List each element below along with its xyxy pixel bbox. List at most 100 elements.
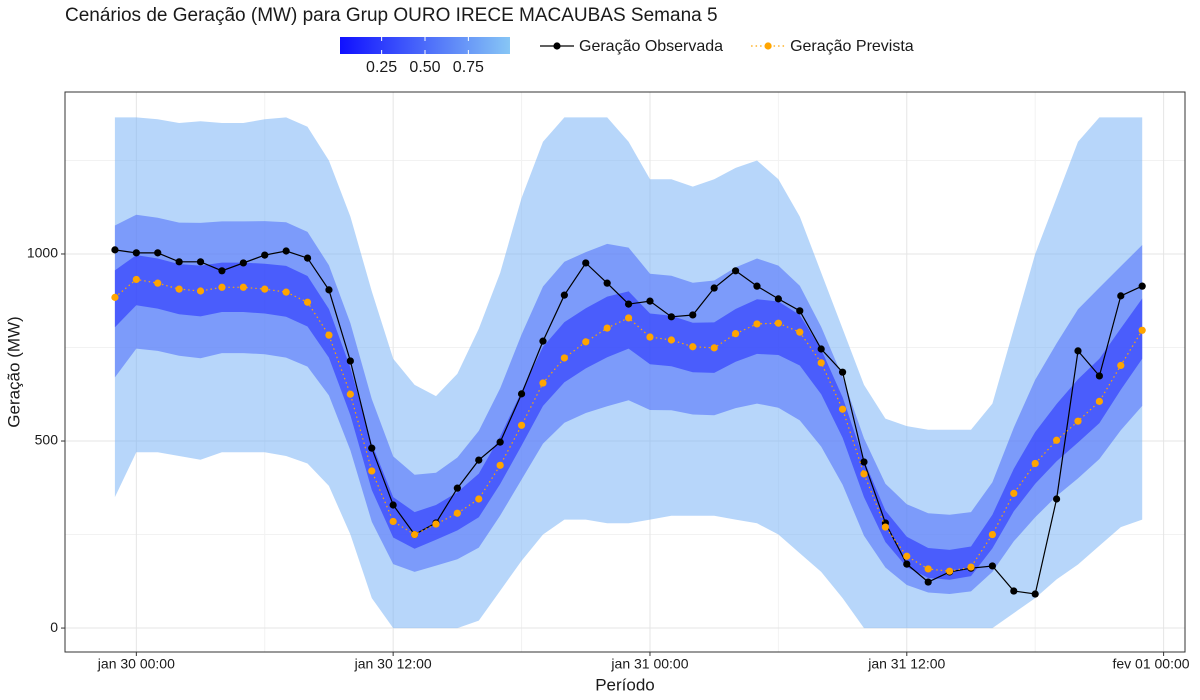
x-tick-label: fev 01 00:00	[1112, 656, 1189, 672]
data-point	[517, 421, 526, 429]
data-point	[582, 259, 590, 267]
data-point	[796, 328, 804, 336]
x-axis-label: Período	[595, 675, 655, 694]
legend-marker	[764, 42, 772, 50]
data-point	[753, 282, 761, 290]
data-point	[111, 293, 119, 301]
data-point	[303, 298, 312, 306]
data-point	[453, 509, 461, 517]
data-point	[475, 495, 483, 503]
data-point	[860, 458, 868, 466]
data-point	[582, 338, 590, 346]
data-point	[924, 565, 932, 573]
data-point	[239, 283, 247, 291]
legend-label: Geração Prevista	[790, 38, 914, 55]
data-point	[838, 368, 847, 376]
x-tick-label: jan 30 12:00	[354, 656, 432, 672]
data-point	[689, 343, 697, 351]
data-point	[539, 379, 547, 387]
data-point	[1031, 459, 1039, 468]
data-point	[710, 344, 718, 352]
colorbar-label: 0.75	[453, 59, 484, 76]
data-point	[282, 247, 290, 255]
data-point	[817, 345, 825, 353]
data-point	[196, 258, 205, 266]
data-point	[903, 560, 911, 568]
colorbar-label: 0.25	[366, 59, 397, 76]
data-point	[624, 300, 633, 308]
data-point	[710, 284, 718, 292]
data-point	[432, 520, 440, 528]
data-point	[624, 314, 633, 322]
data-point	[667, 313, 675, 321]
data-point	[753, 320, 761, 328]
data-point	[1138, 326, 1146, 334]
data-point	[1095, 372, 1103, 380]
data-point	[603, 279, 611, 287]
data-point	[1052, 436, 1061, 444]
colorbar-label: 0.50	[409, 59, 440, 76]
data-point	[988, 530, 996, 539]
y-tick-label: 500	[35, 432, 59, 448]
legend-label: Geração Observada	[579, 38, 723, 55]
plot-area	[65, 92, 1185, 652]
data-point	[368, 467, 376, 475]
data-point	[903, 552, 911, 560]
data-point	[689, 311, 697, 319]
data-point	[774, 295, 782, 303]
data-point	[988, 562, 996, 570]
data-point	[111, 246, 119, 254]
x-tick-label: jan 31 00:00	[610, 656, 688, 672]
data-point	[1010, 587, 1018, 595]
x-tick-label: jan 31 12:00	[867, 656, 945, 672]
data-point	[967, 563, 975, 571]
data-point	[560, 291, 568, 299]
data-point	[496, 461, 504, 469]
data-point	[924, 578, 932, 586]
data-point	[410, 530, 419, 539]
data-point	[261, 251, 269, 259]
data-point	[838, 405, 847, 413]
data-point	[175, 258, 183, 266]
data-point	[731, 267, 740, 275]
data-point	[517, 390, 526, 398]
data-point	[282, 288, 290, 296]
data-point	[646, 333, 654, 341]
data-point	[774, 319, 782, 327]
chart-title: Cenários de Geração (MW) para Grup OURO …	[65, 5, 718, 26]
data-point	[154, 279, 162, 287]
data-point	[646, 297, 654, 305]
data-point	[475, 456, 483, 464]
y-axis-label: Geração (MW)	[4, 316, 23, 427]
data-point	[603, 324, 611, 332]
data-point	[1095, 397, 1103, 405]
data-point	[817, 359, 825, 367]
data-point	[175, 285, 183, 293]
data-point	[325, 331, 333, 339]
data-point	[218, 283, 226, 291]
y-tick-label: 0	[50, 619, 58, 635]
data-point	[860, 470, 868, 478]
plot-border	[64, 91, 1186, 653]
data-point	[368, 444, 376, 452]
data-point	[346, 357, 354, 365]
data-point	[1010, 489, 1018, 497]
data-point	[1052, 495, 1061, 503]
data-point	[346, 390, 354, 398]
data-point	[132, 249, 140, 257]
legend-marker	[553, 42, 561, 50]
data-point	[1031, 590, 1039, 598]
data-point	[539, 337, 547, 345]
data-point	[1117, 361, 1125, 370]
data-point	[496, 438, 504, 446]
data-point	[453, 484, 461, 492]
data-point	[303, 254, 312, 262]
data-point	[667, 336, 675, 344]
data-point	[132, 275, 140, 284]
data-point	[389, 501, 397, 509]
fan-band	[114, 214, 1143, 594]
data-point	[154, 249, 162, 257]
data-point	[1117, 292, 1125, 300]
x-tick-label: jan 30 00:00	[97, 656, 175, 672]
